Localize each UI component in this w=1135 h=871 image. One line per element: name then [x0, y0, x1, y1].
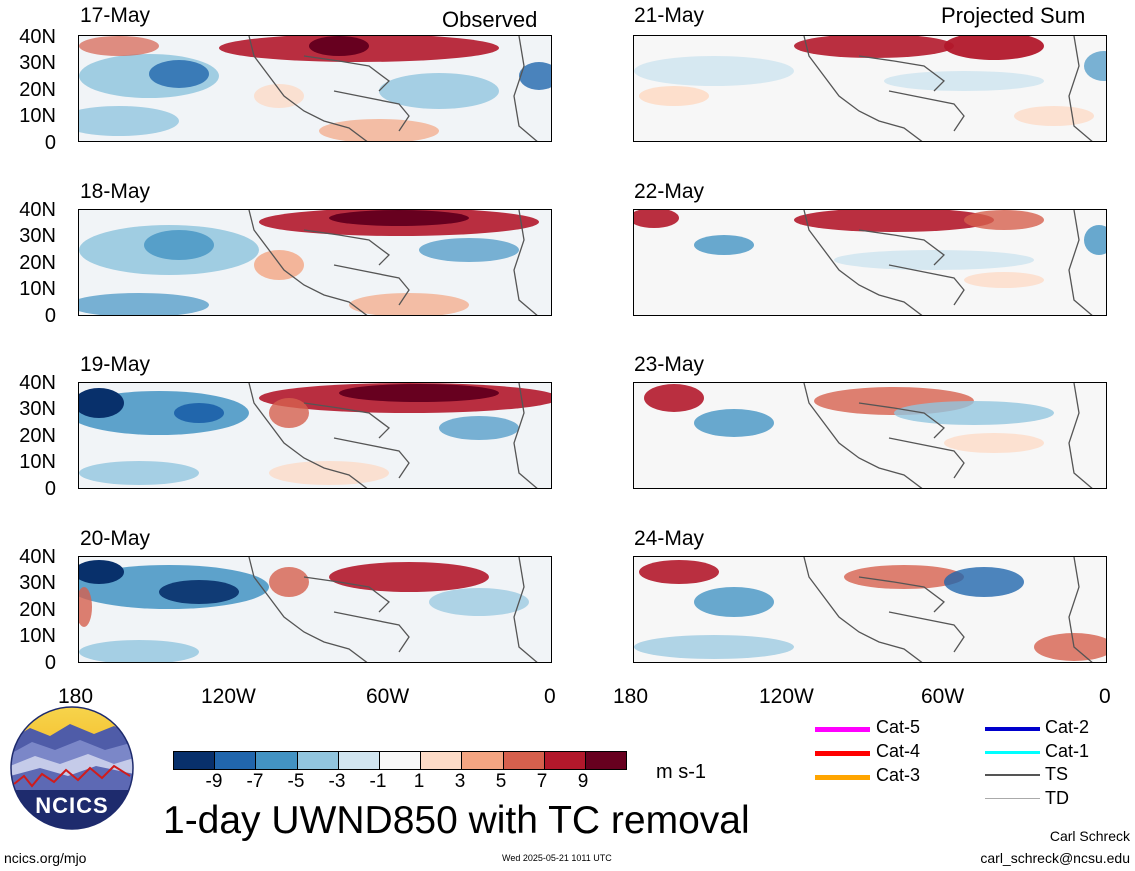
footer-timestamp: Wed 2025-05-21 1011 UTC — [502, 853, 612, 863]
colorbar-label: -1 — [369, 771, 387, 792]
date-label-18-may: 18-May — [80, 180, 151, 203]
legend-swatch-td — [985, 798, 1040, 799]
date-label-22-may: 22-May — [634, 180, 705, 203]
lat-label: 40N — [19, 372, 56, 394]
colorbar-units: m s-1 — [656, 761, 706, 783]
lat-label: 10N — [19, 105, 56, 127]
map-panel-20-may — [78, 556, 552, 663]
colorbar-segment — [255, 752, 297, 769]
lat-label: 40N — [19, 546, 56, 568]
map-panel-24-may — [633, 556, 1107, 663]
lon-label: 0 — [1099, 685, 1111, 708]
date-label-17-may: 17-May — [80, 4, 151, 27]
lon-label: 0 — [544, 685, 556, 708]
legend-swatch-cat-4 — [815, 751, 870, 756]
lat-label: 0 — [44, 305, 56, 327]
map-panel-19-may — [78, 382, 552, 489]
lat-label: 20N — [19, 599, 56, 621]
colorbar-segment — [174, 752, 215, 769]
map-panel-17-may — [78, 35, 552, 142]
lon-label: 60W — [921, 685, 965, 708]
footer-website: ncics.org/mjo — [4, 850, 87, 866]
ncics-logo-text: NCICS — [35, 793, 108, 818]
lon-label: 180 — [58, 685, 94, 708]
colorbar-label: -3 — [328, 771, 346, 792]
colorbar-segment — [543, 752, 585, 769]
ncics-logo: NCICS — [10, 706, 134, 830]
lat-label: 20N — [19, 425, 56, 447]
map-panel-23-may — [633, 382, 1107, 489]
lat-label: 40N — [19, 26, 56, 48]
legend-label-cat-1: Cat-1 — [1045, 741, 1090, 761]
legend-label-cat-2: Cat-2 — [1045, 717, 1090, 737]
colorbar-label: 9 — [577, 771, 589, 792]
legend-swatch-cat-3 — [815, 775, 870, 780]
lat-label: 30N — [19, 398, 56, 420]
lat-label: 30N — [19, 225, 56, 247]
lat-label: 10N — [19, 451, 56, 473]
date-label-20-may: 20-May — [80, 527, 151, 550]
lat-label: 0 — [44, 132, 56, 154]
date-label-19-may: 19-May — [80, 353, 151, 376]
lat-label: 0 — [44, 652, 56, 674]
colorbar — [173, 751, 627, 770]
legend-label-cat-4: Cat-4 — [876, 741, 921, 761]
colorbar-label: -7 — [246, 771, 264, 792]
legend-swatch-cat-5 — [815, 727, 870, 732]
legend-label-ts: TS — [1045, 764, 1069, 784]
lat-label: 10N — [19, 625, 56, 647]
colorbar-segment — [584, 752, 627, 769]
observed-header: Observed — [442, 7, 538, 32]
lon-label: 60W — [366, 685, 410, 708]
footer-email: carl_schreck@ncsu.edu — [980, 850, 1130, 866]
legend-label-td: TD — [1045, 788, 1069, 808]
colorbar-label: -9 — [205, 771, 223, 792]
lon-label: 120W — [759, 685, 814, 708]
date-label-21-may: 21-May — [634, 4, 705, 27]
colorbar-label: 3 — [454, 771, 466, 792]
lat-label: 0 — [44, 478, 56, 500]
colorbar-label: 5 — [495, 771, 507, 792]
colorbar-label: 7 — [536, 771, 548, 792]
projected-header: Projected Sum — [941, 3, 1086, 28]
lat-label: 20N — [19, 252, 56, 274]
colorbar-label: -5 — [287, 771, 305, 792]
date-label-23-may: 23-May — [634, 353, 705, 376]
map-panel-22-may — [633, 209, 1107, 316]
lat-label: 10N — [19, 278, 56, 300]
legend-swatch-ts — [985, 774, 1040, 776]
legend-label-cat-5: Cat-5 — [876, 717, 921, 737]
colorbar-segment — [296, 752, 338, 769]
lat-label: 40N — [19, 199, 56, 221]
plot-title: 1-day UWND850 with TC removal — [163, 799, 750, 842]
colorbar-segment — [378, 752, 421, 769]
lat-label: 20N — [19, 79, 56, 101]
lon-label: 120W — [201, 685, 256, 708]
map-panel-18-may — [78, 209, 552, 316]
colorbar-segment — [461, 752, 503, 769]
legend-swatch-cat-1 — [985, 751, 1040, 754]
legend-label-cat-3: Cat-3 — [876, 765, 921, 785]
colorbar-segment — [214, 752, 256, 769]
legend-swatch-cat-2 — [985, 727, 1040, 731]
lon-label: 180 — [613, 685, 649, 708]
colorbar-segment — [502, 752, 544, 769]
map-panel-21-may — [633, 35, 1107, 142]
colorbar-segment — [420, 752, 462, 769]
lat-label: 30N — [19, 52, 56, 74]
colorbar-label: 1 — [413, 771, 425, 792]
colorbar-segment — [337, 752, 379, 769]
footer-author: Carl Schreck — [1049, 828, 1130, 844]
lat-label: 30N — [19, 572, 56, 594]
date-label-24-may: 24-May — [634, 527, 705, 550]
